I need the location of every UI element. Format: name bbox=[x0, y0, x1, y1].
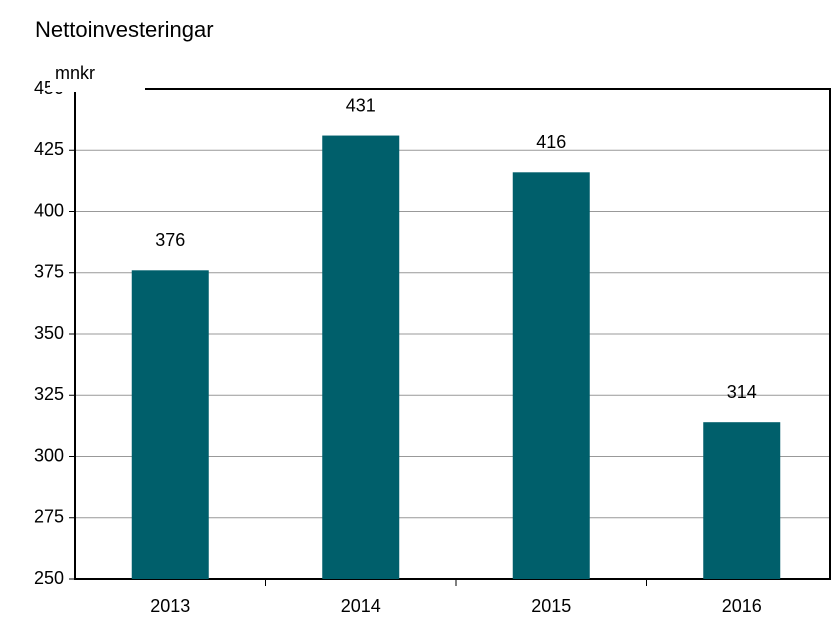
y-tick-label: 400 bbox=[34, 200, 64, 220]
y-tick-label: 300 bbox=[34, 445, 64, 465]
value-label: 416 bbox=[536, 132, 566, 152]
y-axis-label: mnkr bbox=[55, 63, 95, 83]
plot-border bbox=[74, 88, 831, 580]
y-tick-label: 375 bbox=[34, 262, 64, 282]
bar bbox=[131, 270, 209, 579]
y-tick-label: 350 bbox=[34, 323, 64, 343]
y-tick-label: 250 bbox=[34, 568, 64, 588]
y-tick-label: 275 bbox=[34, 507, 64, 527]
x-tick-label: 2013 bbox=[150, 596, 190, 616]
bar bbox=[512, 172, 590, 580]
bar bbox=[703, 422, 781, 579]
x-tick-label: 2016 bbox=[722, 596, 762, 616]
chart-title: Nettoinvesteringar bbox=[35, 17, 214, 42]
bar bbox=[322, 135, 400, 580]
value-label: 431 bbox=[346, 95, 376, 115]
value-label: 376 bbox=[155, 230, 185, 250]
value-label: 314 bbox=[727, 382, 757, 402]
y-tick-label: 325 bbox=[34, 384, 64, 404]
label-mask bbox=[50, 60, 145, 92]
x-tick-label: 2015 bbox=[531, 596, 571, 616]
x-tick-label: 2014 bbox=[341, 596, 381, 616]
y-tick-label: 425 bbox=[34, 139, 64, 159]
